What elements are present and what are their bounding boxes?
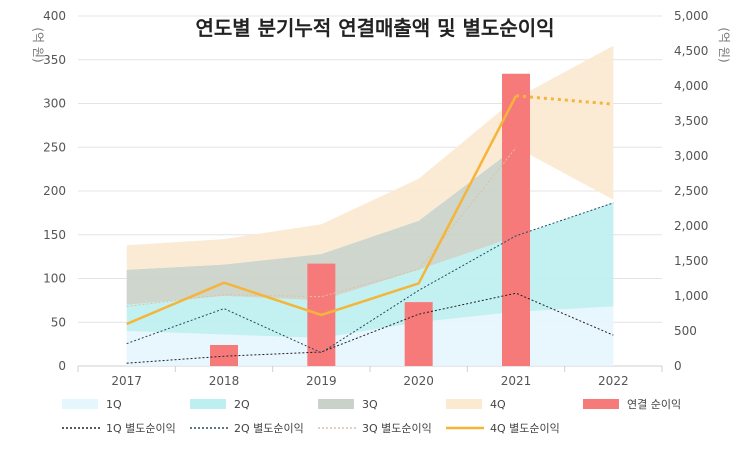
legend-label-4: 연결 순이익	[627, 398, 681, 411]
y-right-tick-label: 4,500	[674, 44, 708, 58]
legend: 1Q 2Q 3Q 4Q 연결 순이익 1Q 별도순이익 2Q 별도순이익 3Q 별도순이익 4Q…	[62, 398, 681, 435]
legend-label-8: 4Q 별도순이익	[490, 422, 560, 435]
y-right-tick-label: 1,500	[674, 254, 708, 268]
y-right-tick-label: 4,000	[674, 79, 708, 93]
area-2q	[126, 202, 614, 338]
left-unit-label: (억 원)	[31, 27, 45, 62]
bar-2018	[210, 345, 238, 366]
area-3q	[126, 147, 517, 305]
line-1q-separate-net-income	[126, 292, 614, 364]
x-tick-label: 2018	[209, 374, 240, 388]
y-right-tick-label: 5,000	[674, 9, 708, 23]
legend-label-1: 2Q	[234, 398, 250, 411]
y-left-tick-label: 100	[43, 272, 66, 286]
x-tick-label: 2020	[403, 374, 434, 388]
line-4q-separate-net-income	[126, 95, 518, 326]
bar-2021	[502, 73, 530, 366]
right-unit-label: (억 원)	[717, 27, 731, 62]
y-left-tick-label: 50	[51, 315, 66, 329]
y-left-tick-label: 0	[58, 359, 66, 373]
y-right-tick-label: 3,000	[674, 149, 708, 163]
legend-swatch-3	[446, 399, 482, 409]
y-right-tick-label: 3,500	[674, 114, 708, 128]
x-tick-label: 2019	[306, 374, 337, 388]
legend-label-3: 4Q	[490, 398, 506, 411]
line-3q-separate-net-income	[126, 147, 517, 307]
y-left-tick-label: 150	[43, 228, 66, 242]
y-left-tick-label: 400	[43, 9, 66, 23]
legend-swatch-4	[583, 399, 619, 409]
line-2q-separate-net-income	[126, 202, 614, 354]
legend-swatch-0	[62, 399, 98, 409]
plot-area	[77, 15, 663, 372]
line-4q-separate-net-income-forecast	[515, 94, 614, 106]
y-right-tick-label: 0	[674, 359, 682, 373]
legend-label-5: 1Q 별도순이익	[106, 422, 176, 435]
area-1q	[126, 306, 614, 366]
legend-label-6: 2Q 별도순이익	[234, 422, 304, 435]
y-right-tick-label: 2,000	[674, 219, 708, 233]
y-left-tick-label: 350	[43, 53, 66, 67]
x-tick-label: 2022	[598, 374, 629, 388]
legend-label-0: 1Q	[106, 398, 122, 411]
area-4q	[126, 45, 614, 270]
bar-2020	[404, 302, 433, 366]
legend-swatch-1	[190, 399, 226, 409]
y-left-tick-label: 300	[43, 97, 66, 111]
legend-label-2: 3Q	[362, 398, 378, 411]
y-left-tick-label: 250	[43, 140, 66, 154]
x-tick-label: 2017	[111, 374, 142, 388]
x-tick-label: 2021	[501, 374, 532, 388]
legend-label-7: 3Q 별도순이익	[362, 422, 432, 435]
chart-title: 연도별 분기누적 연결매출액 및 별도순이익	[195, 16, 554, 40]
legend-swatch-2	[318, 399, 354, 409]
y-right-tick-label: 1,000	[674, 289, 708, 303]
y-left-tick-label: 200	[43, 184, 66, 198]
y-right-tick-label: 2,500	[674, 184, 708, 198]
y-right-tick-label: 500	[674, 324, 697, 338]
